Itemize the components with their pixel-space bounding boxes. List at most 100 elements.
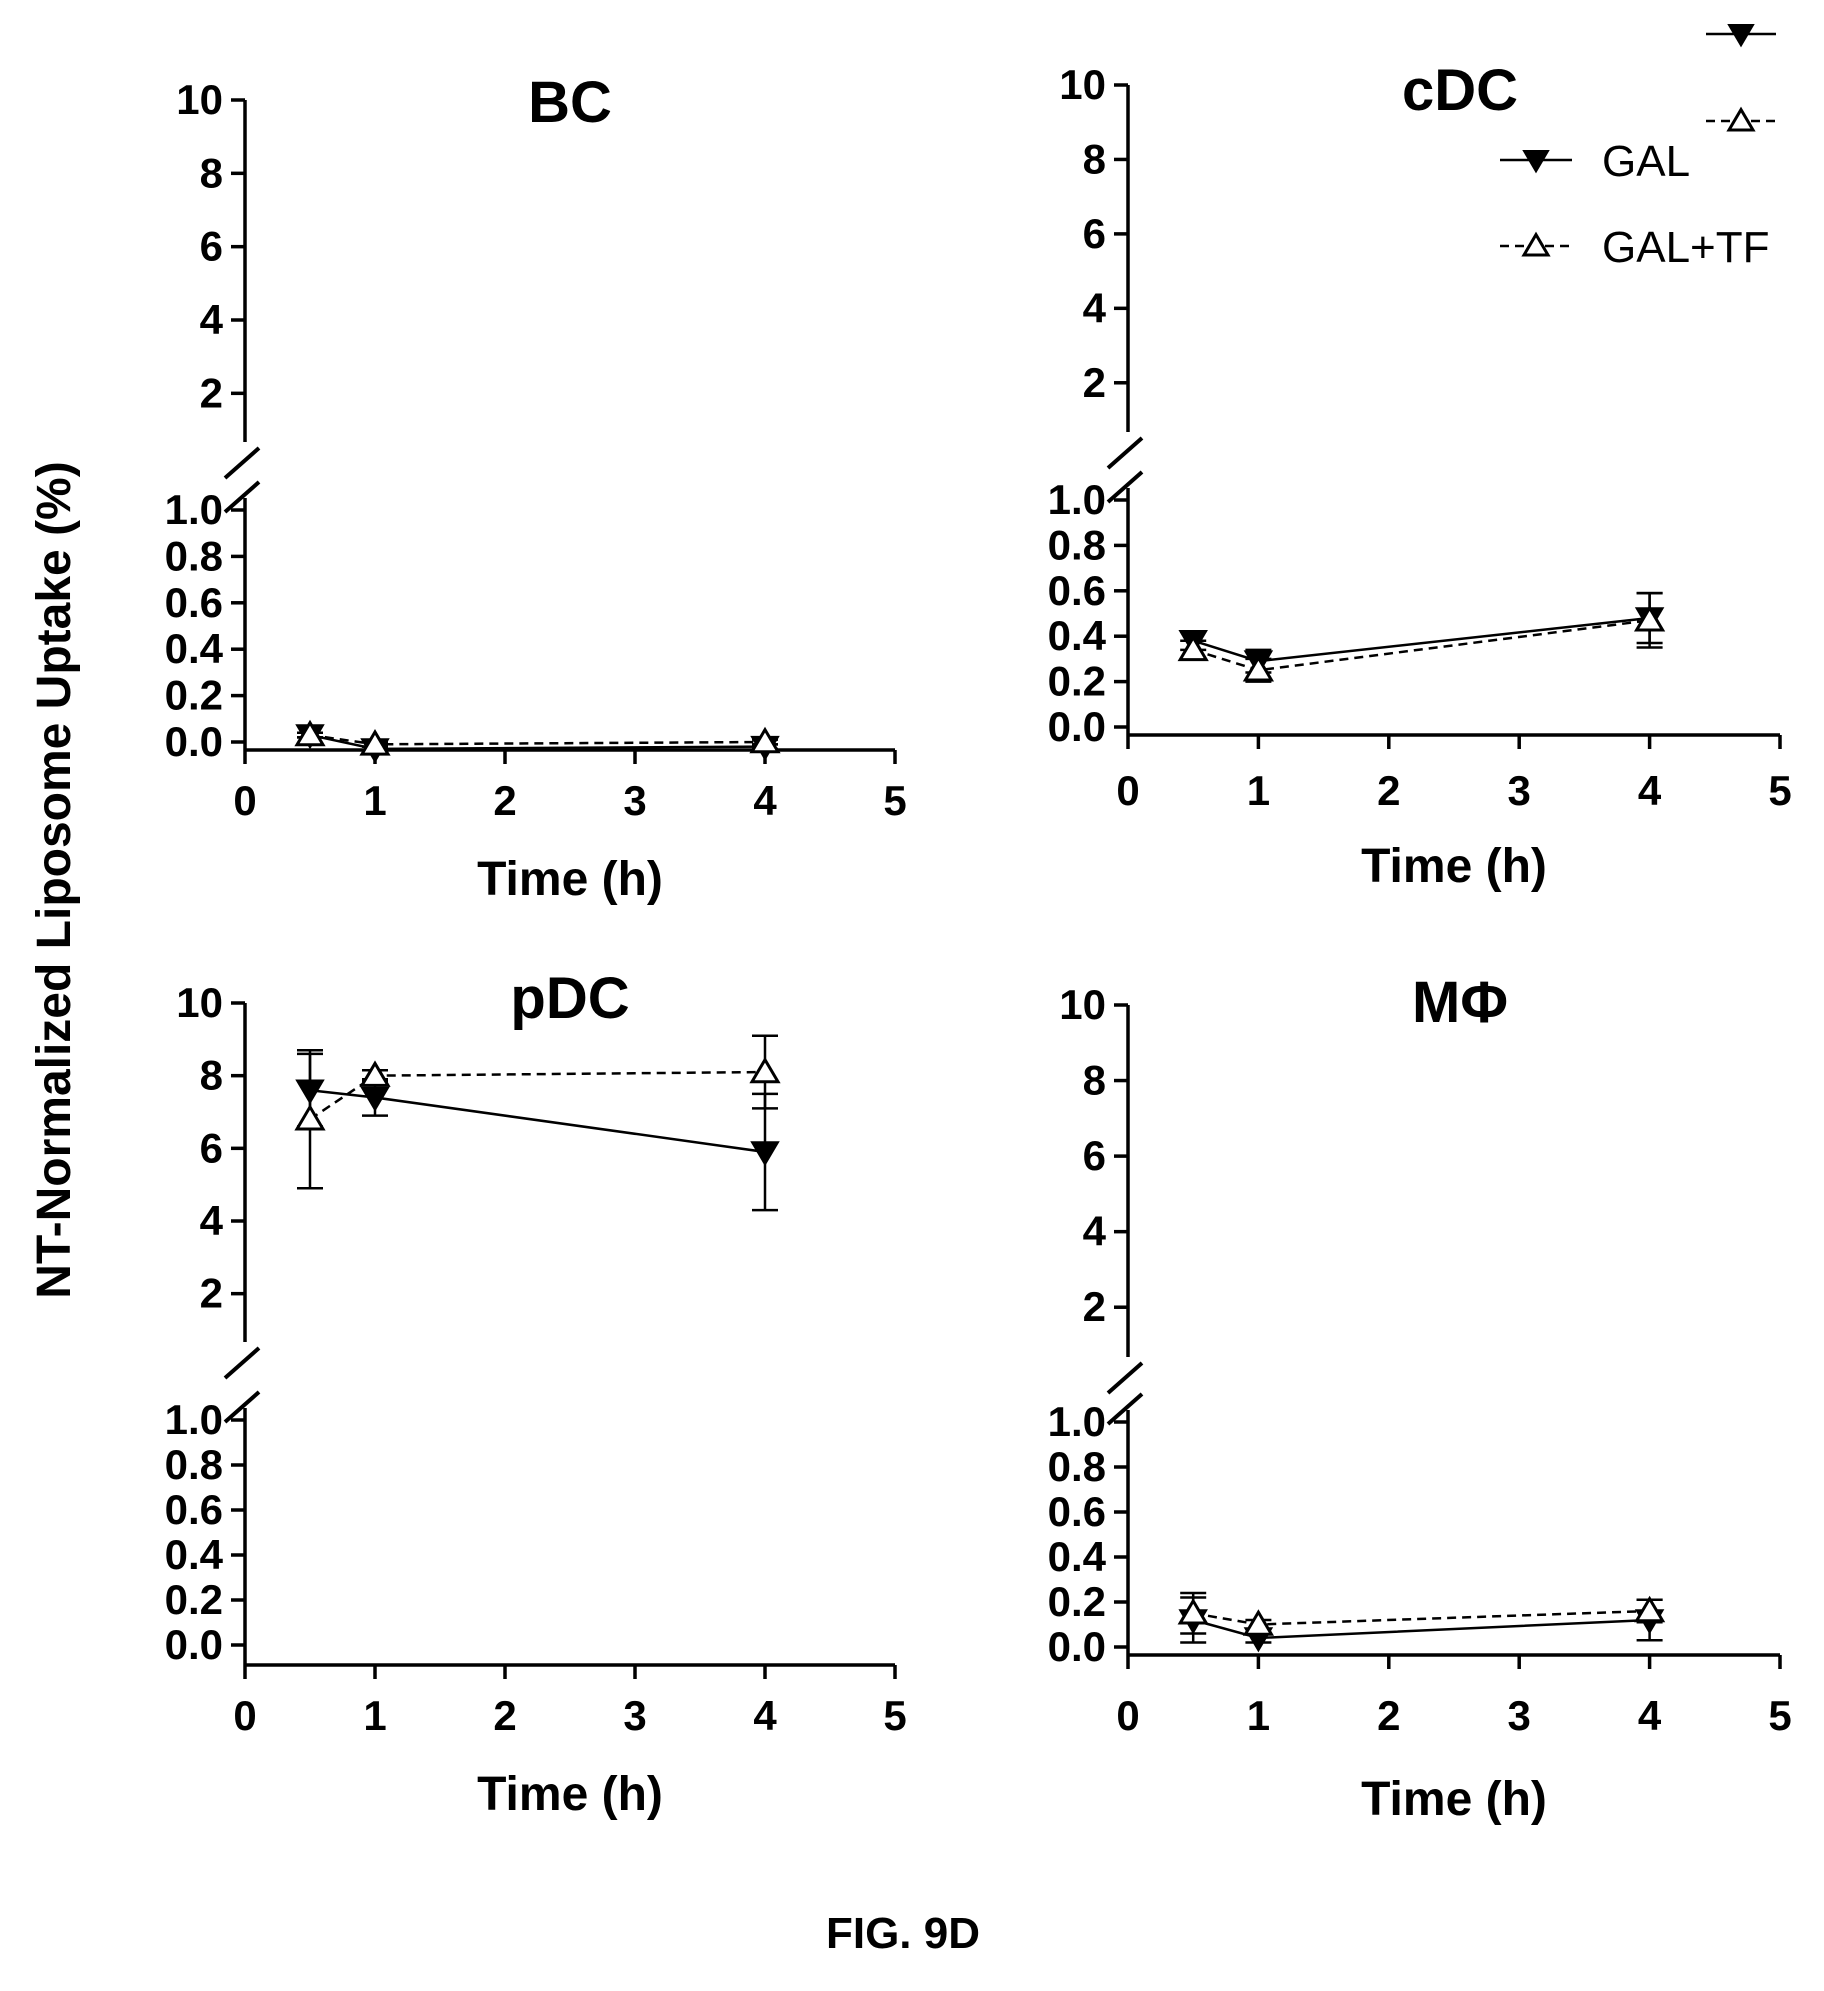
data-point-gal-tf [359,729,391,756]
y-tick-label: 4 [1083,1208,1107,1255]
y-tick-label: 10 [176,979,223,1026]
y-tick-label: 0.4 [1048,612,1107,659]
y-tick-label: 2 [1083,1283,1106,1330]
x-tick-label: 3 [623,777,646,824]
legend-marker-gal-tf [1521,231,1551,257]
y-tick-label: 0.0 [1048,1623,1106,1670]
axis-break-mark [1106,1392,1144,1426]
x-tick-label: 2 [493,1692,516,1739]
x-tick-label: 0 [1116,1692,1139,1739]
legend-marker-gal [1727,24,1755,48]
data-point-gal-tf [359,1060,391,1087]
y-tick-label: 0.0 [165,1621,223,1668]
data-point-gal [750,1141,780,1167]
series-gal-tf [1177,1591,1666,1636]
axis-break-mark [223,446,261,480]
axis-break-mark [223,1390,261,1424]
x-axis-label: Time (h) [1361,840,1547,893]
x-tick-label: 5 [1768,1692,1791,1739]
y-tick-label: 8 [1083,135,1106,182]
y-tick-label: 8 [1083,1057,1106,1104]
series-gal [1178,591,1665,676]
data-point-gal-tf [749,726,781,754]
y-tick-label: 10 [1059,981,1106,1028]
panel-3: pDC 0 1 2 3 4 5 Time (h) 0.00.20.40.60.81.0 2 4 6 8 1… [165,966,907,1821]
legend-extra-markers [1706,24,1776,132]
data-point-gal [360,1086,390,1112]
y-tick-label: 0.6 [1048,567,1106,614]
x-tick-label: 4 [753,777,777,824]
x-tick-label: 0 [233,777,256,824]
x-tick-label: 2 [1377,1692,1400,1739]
x-tick-label: 1 [363,777,386,824]
y-tick-label: 0.8 [1048,521,1106,568]
y-tick-label: 8 [200,149,223,196]
y-tick-label: 8 [200,1052,223,1099]
x-tick-label: 5 [1768,767,1791,814]
x-axis-label: Time (h) [477,1768,663,1821]
y-tick-label: 0.8 [165,1441,223,1488]
panel-1: BC 0 1 2 3 4 5 Time (h) 0.00.20.40.60.81.0 2 4 6 8 10 [165,70,907,906]
y-tick-label: 2 [200,369,223,416]
x-tick-label: 2 [1377,767,1400,814]
y-axis-label: NT-Normalized Liposome Uptake (%) [28,461,81,1298]
y-tick-label: 0.0 [1048,703,1106,750]
x-tick-label: 5 [883,777,906,824]
data-point-gal-tf [1633,1595,1666,1623]
x-tick-label: 3 [1508,767,1531,814]
legend-item-gal-tf: GAL+TF [1500,223,1770,272]
y-tick-label: 1.0 [165,1396,223,1443]
legend-marker-gal [1522,150,1550,174]
y-tick-label: 0.6 [165,1486,223,1533]
x-axis-label: Time (h) [477,853,663,906]
legend: GAL GAL+TF [1500,24,1776,272]
y-tick-label: 0.2 [165,672,223,719]
y-tick-label: 0.8 [1048,1443,1106,1490]
x-axis-label: Time (h) [1361,1773,1547,1826]
data-point-gal-tf [294,1103,326,1131]
legend-marker-gal-tf [1726,106,1756,132]
axis-break-mark [223,480,261,514]
series-gal-tf [1177,591,1666,683]
x-tick-label: 2 [493,777,516,824]
data-point-gal-tf [1242,1609,1275,1636]
x-tick-label: 5 [883,1692,906,1739]
x-tick-label: 1 [1247,1692,1270,1739]
x-tick-label: 1 [1247,767,1270,814]
y-tick-label: 0.4 [165,1531,224,1578]
data-point-gal-tf [749,1056,781,1084]
x-tick-label: 1 [363,1692,386,1739]
panel-title: pDC [510,966,629,1031]
series-gal-tf [294,719,781,756]
figure-label: FIG. 9D [826,1909,980,1958]
axis-break-mark [1106,1361,1144,1395]
x-tick-label: 0 [1116,767,1139,814]
series-gal-tf [294,1034,781,1190]
x-tick-label: 3 [623,1692,646,1739]
panel-title: cDC [1402,58,1518,123]
data-point-gal-tf [1177,634,1209,662]
y-tick-label: 0.6 [165,579,223,626]
y-tick-label: 6 [200,223,223,270]
y-tick-label: 0.4 [165,625,224,672]
data-point-gal-tf [1242,654,1275,682]
legend-item-gal: GAL [1500,137,1690,186]
x-tick-label: 4 [753,1692,777,1739]
y-tick-label: 0.2 [1048,658,1106,705]
y-tick-label: 4 [200,296,224,343]
y-tick-label: 10 [176,76,223,123]
axis-break-mark [1106,470,1144,504]
y-tick-label: 0.0 [165,718,223,765]
legend-label: GAL [1602,137,1690,186]
y-tick-label: 4 [200,1197,224,1244]
y-tick-label: 2 [1083,359,1106,406]
y-tick-label: 10 [1059,61,1106,108]
y-tick-label: 0.4 [1048,1533,1107,1580]
data-point-gal-tf [1633,605,1666,632]
y-tick-label: 1.0 [1048,1398,1106,1445]
x-tick-label: 0 [233,1692,256,1739]
y-tick-label: 6 [1083,1132,1106,1179]
y-tick-label: 0.8 [165,532,223,579]
